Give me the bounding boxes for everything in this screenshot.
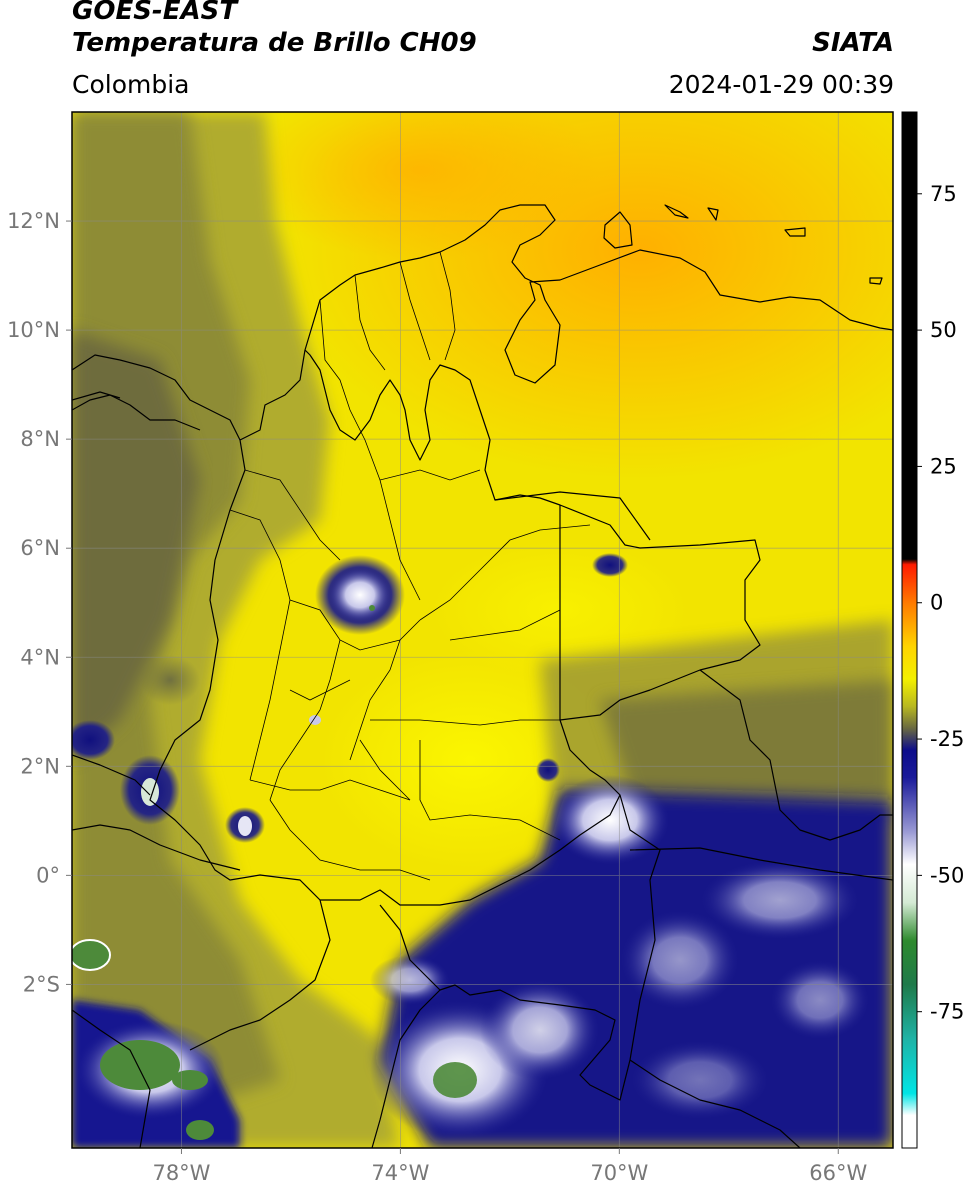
- colorbar-tick-label: 75: [930, 182, 957, 206]
- lat-tick-label: 6°N: [20, 536, 60, 560]
- longitude-axis: 78°W 74°W 70°W 66°W: [152, 1148, 867, 1185]
- department-boundaries: [229, 251, 591, 881]
- datetime-label: 2024-01-29 00:39: [668, 70, 894, 99]
- map-frame: [71, 111, 894, 1149]
- colorbar-tick-label: -50: [930, 863, 964, 887]
- colorbar-gradient: [902, 112, 917, 1148]
- product-title: Temperatura de Brillo CH09: [72, 28, 477, 58]
- colorbar-tick-label: 0: [930, 591, 943, 615]
- latitude-axis: 12°N 10°N 8°N 6°N 4°N 2°N 0° 2°S: [7, 209, 72, 996]
- satellite-title: GOES-EAST: [72, 0, 238, 26]
- colorbar-frame: [901, 111, 918, 1149]
- lat-tick-label: 4°N: [20, 645, 60, 669]
- colorbar-tick-label: -25: [930, 727, 964, 751]
- colorbar-tick-label: -75: [930, 1000, 964, 1024]
- lat-tick-label: 12°N: [7, 209, 60, 233]
- source-label: SIATA: [812, 28, 894, 58]
- lon-tick-label: 74°W: [371, 1161, 429, 1185]
- political-boundaries: [72, 204, 893, 1148]
- brightness-temperature-field: [72, 112, 893, 1148]
- colorbar-tick-label: 25: [930, 454, 957, 478]
- region-label: Colombia: [72, 70, 190, 99]
- lat-tick-label: 8°N: [20, 427, 60, 451]
- lat-tick-label: 2°S: [23, 972, 60, 996]
- lat-tick-label: 2°N: [20, 754, 60, 778]
- lat-tick-label: 10°N: [7, 318, 60, 342]
- lon-tick-label: 66°W: [809, 1161, 867, 1185]
- colorbar-tick-label: 50: [930, 318, 957, 342]
- graticule: [72, 112, 893, 1148]
- colorbar: 75 50 25 0 -25 -50 -75: [901, 111, 964, 1149]
- lat-tick-label: 0°: [36, 863, 60, 887]
- lon-tick-label: 70°W: [590, 1161, 648, 1185]
- lon-tick-label: 78°W: [152, 1161, 210, 1185]
